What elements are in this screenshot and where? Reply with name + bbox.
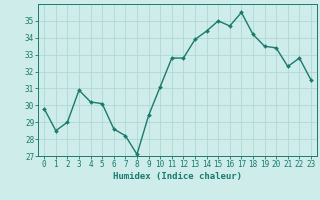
- X-axis label: Humidex (Indice chaleur): Humidex (Indice chaleur): [113, 172, 242, 181]
